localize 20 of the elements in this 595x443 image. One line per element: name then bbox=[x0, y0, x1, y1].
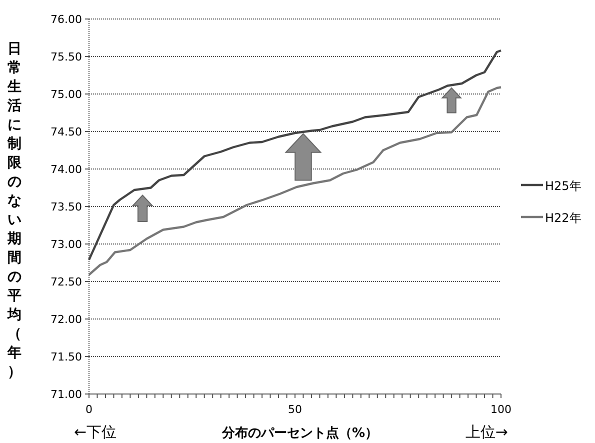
y-axis-title: 日常生活に制限のない期間の平均（年） bbox=[7, 40, 22, 382]
x-axis-title: 分布のパーセント点（%） bbox=[220, 425, 378, 441]
text: ←下位 bbox=[74, 423, 117, 441]
y-tick-label: 71.50 bbox=[50, 350, 82, 364]
y-tick-label: 73.50 bbox=[50, 200, 82, 214]
y-tick-label: 72.00 bbox=[50, 313, 82, 326]
y-tick-label: 75.50 bbox=[50, 50, 82, 64]
y-tick-label: 74.00 bbox=[50, 163, 82, 176]
legend-label: H22年 bbox=[545, 211, 582, 225]
x-tick-label: 0 bbox=[86, 403, 92, 416]
y-tick-label: 75.00 bbox=[50, 88, 82, 101]
text: 上位→ bbox=[465, 423, 508, 441]
x-tick-label: 50 bbox=[288, 403, 302, 416]
y-tick-label: 74.50 bbox=[50, 126, 82, 138]
y-tick-label: 72.50 bbox=[50, 276, 82, 288]
y-tick-label: 71.00 bbox=[50, 388, 82, 401]
x-tick-label: 100 bbox=[490, 403, 512, 416]
y-tick-label: 76.00 bbox=[50, 13, 82, 26]
legend-label: H25年 bbox=[545, 179, 582, 193]
y-tick-label: 73.00 bbox=[50, 238, 82, 251]
